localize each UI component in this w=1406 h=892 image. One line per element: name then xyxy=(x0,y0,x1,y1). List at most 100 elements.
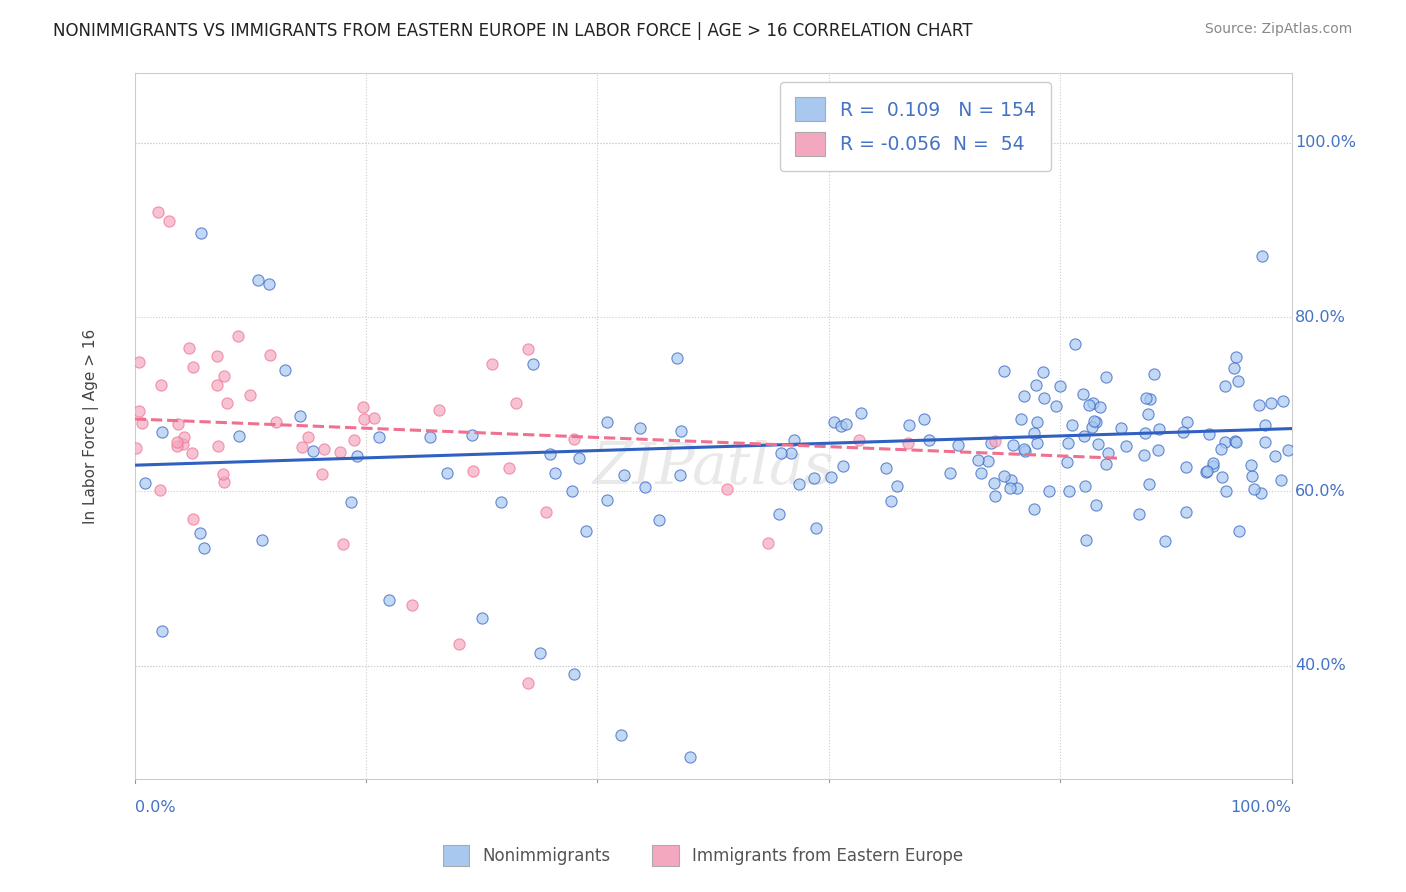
Point xyxy=(181,359,204,374)
Point xyxy=(1215,379,1237,393)
Point xyxy=(1171,425,1194,439)
Point xyxy=(1264,449,1286,463)
Point xyxy=(172,437,194,451)
Point xyxy=(1010,412,1032,426)
Point xyxy=(1056,455,1078,469)
Point xyxy=(647,513,669,527)
Point xyxy=(538,447,561,461)
Point xyxy=(288,409,311,423)
Text: 0.0%: 0.0% xyxy=(135,800,176,815)
Point xyxy=(367,430,389,444)
Legend: R =  0.109   N = 154, R = -0.056  N =  54: R = 0.109 N = 154, R = -0.056 N = 54 xyxy=(780,82,1050,171)
Point xyxy=(339,495,361,509)
Point xyxy=(993,469,1015,483)
Point xyxy=(1012,389,1035,403)
Point xyxy=(1026,415,1049,429)
Point xyxy=(998,482,1021,496)
Point xyxy=(1225,435,1247,450)
Point xyxy=(823,415,845,429)
Point xyxy=(1088,400,1111,414)
Point xyxy=(716,483,738,497)
Point xyxy=(259,348,281,362)
Point xyxy=(134,476,156,491)
Point xyxy=(918,433,941,447)
Point xyxy=(596,492,619,507)
Point xyxy=(1195,464,1218,478)
Point xyxy=(848,433,870,447)
Point xyxy=(529,646,551,660)
Text: In Labor Force | Age > 16: In Labor Force | Age > 16 xyxy=(83,328,98,524)
Point xyxy=(1014,444,1036,458)
Point xyxy=(669,468,692,483)
Point xyxy=(498,460,520,475)
Point xyxy=(1087,437,1109,451)
Point xyxy=(181,446,204,460)
Point xyxy=(131,416,153,430)
Point xyxy=(1223,434,1246,448)
Point xyxy=(983,475,1005,490)
Point xyxy=(1057,484,1080,499)
Point xyxy=(226,329,249,343)
Point xyxy=(835,417,858,431)
Point xyxy=(297,429,319,443)
Text: NONIMMIGRANTS VS IMMIGRANTS FROM EASTERN EUROPE IN LABOR FORCE | AGE > 16 CORREL: NONIMMIGRANTS VS IMMIGRANTS FROM EASTERN… xyxy=(53,22,973,40)
Point xyxy=(1174,505,1197,519)
Point xyxy=(634,480,657,494)
Point xyxy=(1139,392,1161,406)
Point xyxy=(193,541,215,555)
Point xyxy=(1195,466,1218,480)
Point xyxy=(1227,524,1250,538)
Point xyxy=(166,434,188,449)
Point xyxy=(830,418,852,433)
Point xyxy=(149,483,172,498)
Point xyxy=(1227,374,1250,388)
Point xyxy=(291,440,314,454)
Point xyxy=(352,401,374,415)
Point xyxy=(1095,457,1118,471)
Point xyxy=(125,441,148,455)
Point xyxy=(363,411,385,425)
Point xyxy=(471,611,494,625)
Point xyxy=(993,364,1015,378)
Point xyxy=(205,377,228,392)
Point xyxy=(875,461,897,475)
Point xyxy=(768,507,790,521)
Text: 80.0%: 80.0% xyxy=(1295,310,1346,325)
Point xyxy=(782,433,804,447)
Point xyxy=(628,421,651,435)
Point xyxy=(1254,434,1277,449)
Text: 100.0%: 100.0% xyxy=(1295,136,1355,150)
Point xyxy=(1250,249,1272,263)
Point xyxy=(1022,501,1045,516)
Point xyxy=(669,424,692,438)
Point xyxy=(939,467,962,481)
Point xyxy=(1060,417,1083,432)
Point xyxy=(1202,458,1225,473)
Point xyxy=(211,467,233,481)
Point xyxy=(886,479,908,493)
Point xyxy=(1097,446,1119,460)
Point xyxy=(1078,398,1101,412)
Point xyxy=(1012,442,1035,457)
Point xyxy=(1250,485,1272,500)
Point xyxy=(150,624,173,638)
Point xyxy=(332,536,354,550)
Point xyxy=(207,439,229,453)
Point xyxy=(1033,391,1056,405)
Point xyxy=(1139,476,1161,491)
Point xyxy=(1247,398,1270,412)
Point xyxy=(832,459,855,474)
Point xyxy=(1000,473,1022,487)
Point xyxy=(1202,457,1225,471)
Point xyxy=(1049,379,1071,393)
Point xyxy=(343,433,366,447)
Point xyxy=(1085,415,1108,429)
Point xyxy=(1147,442,1170,457)
Point xyxy=(1211,469,1233,483)
Point xyxy=(427,402,450,417)
Point xyxy=(1136,408,1159,422)
Point xyxy=(970,466,993,480)
Point xyxy=(849,406,872,420)
Point xyxy=(1133,426,1156,441)
Point xyxy=(806,521,828,535)
